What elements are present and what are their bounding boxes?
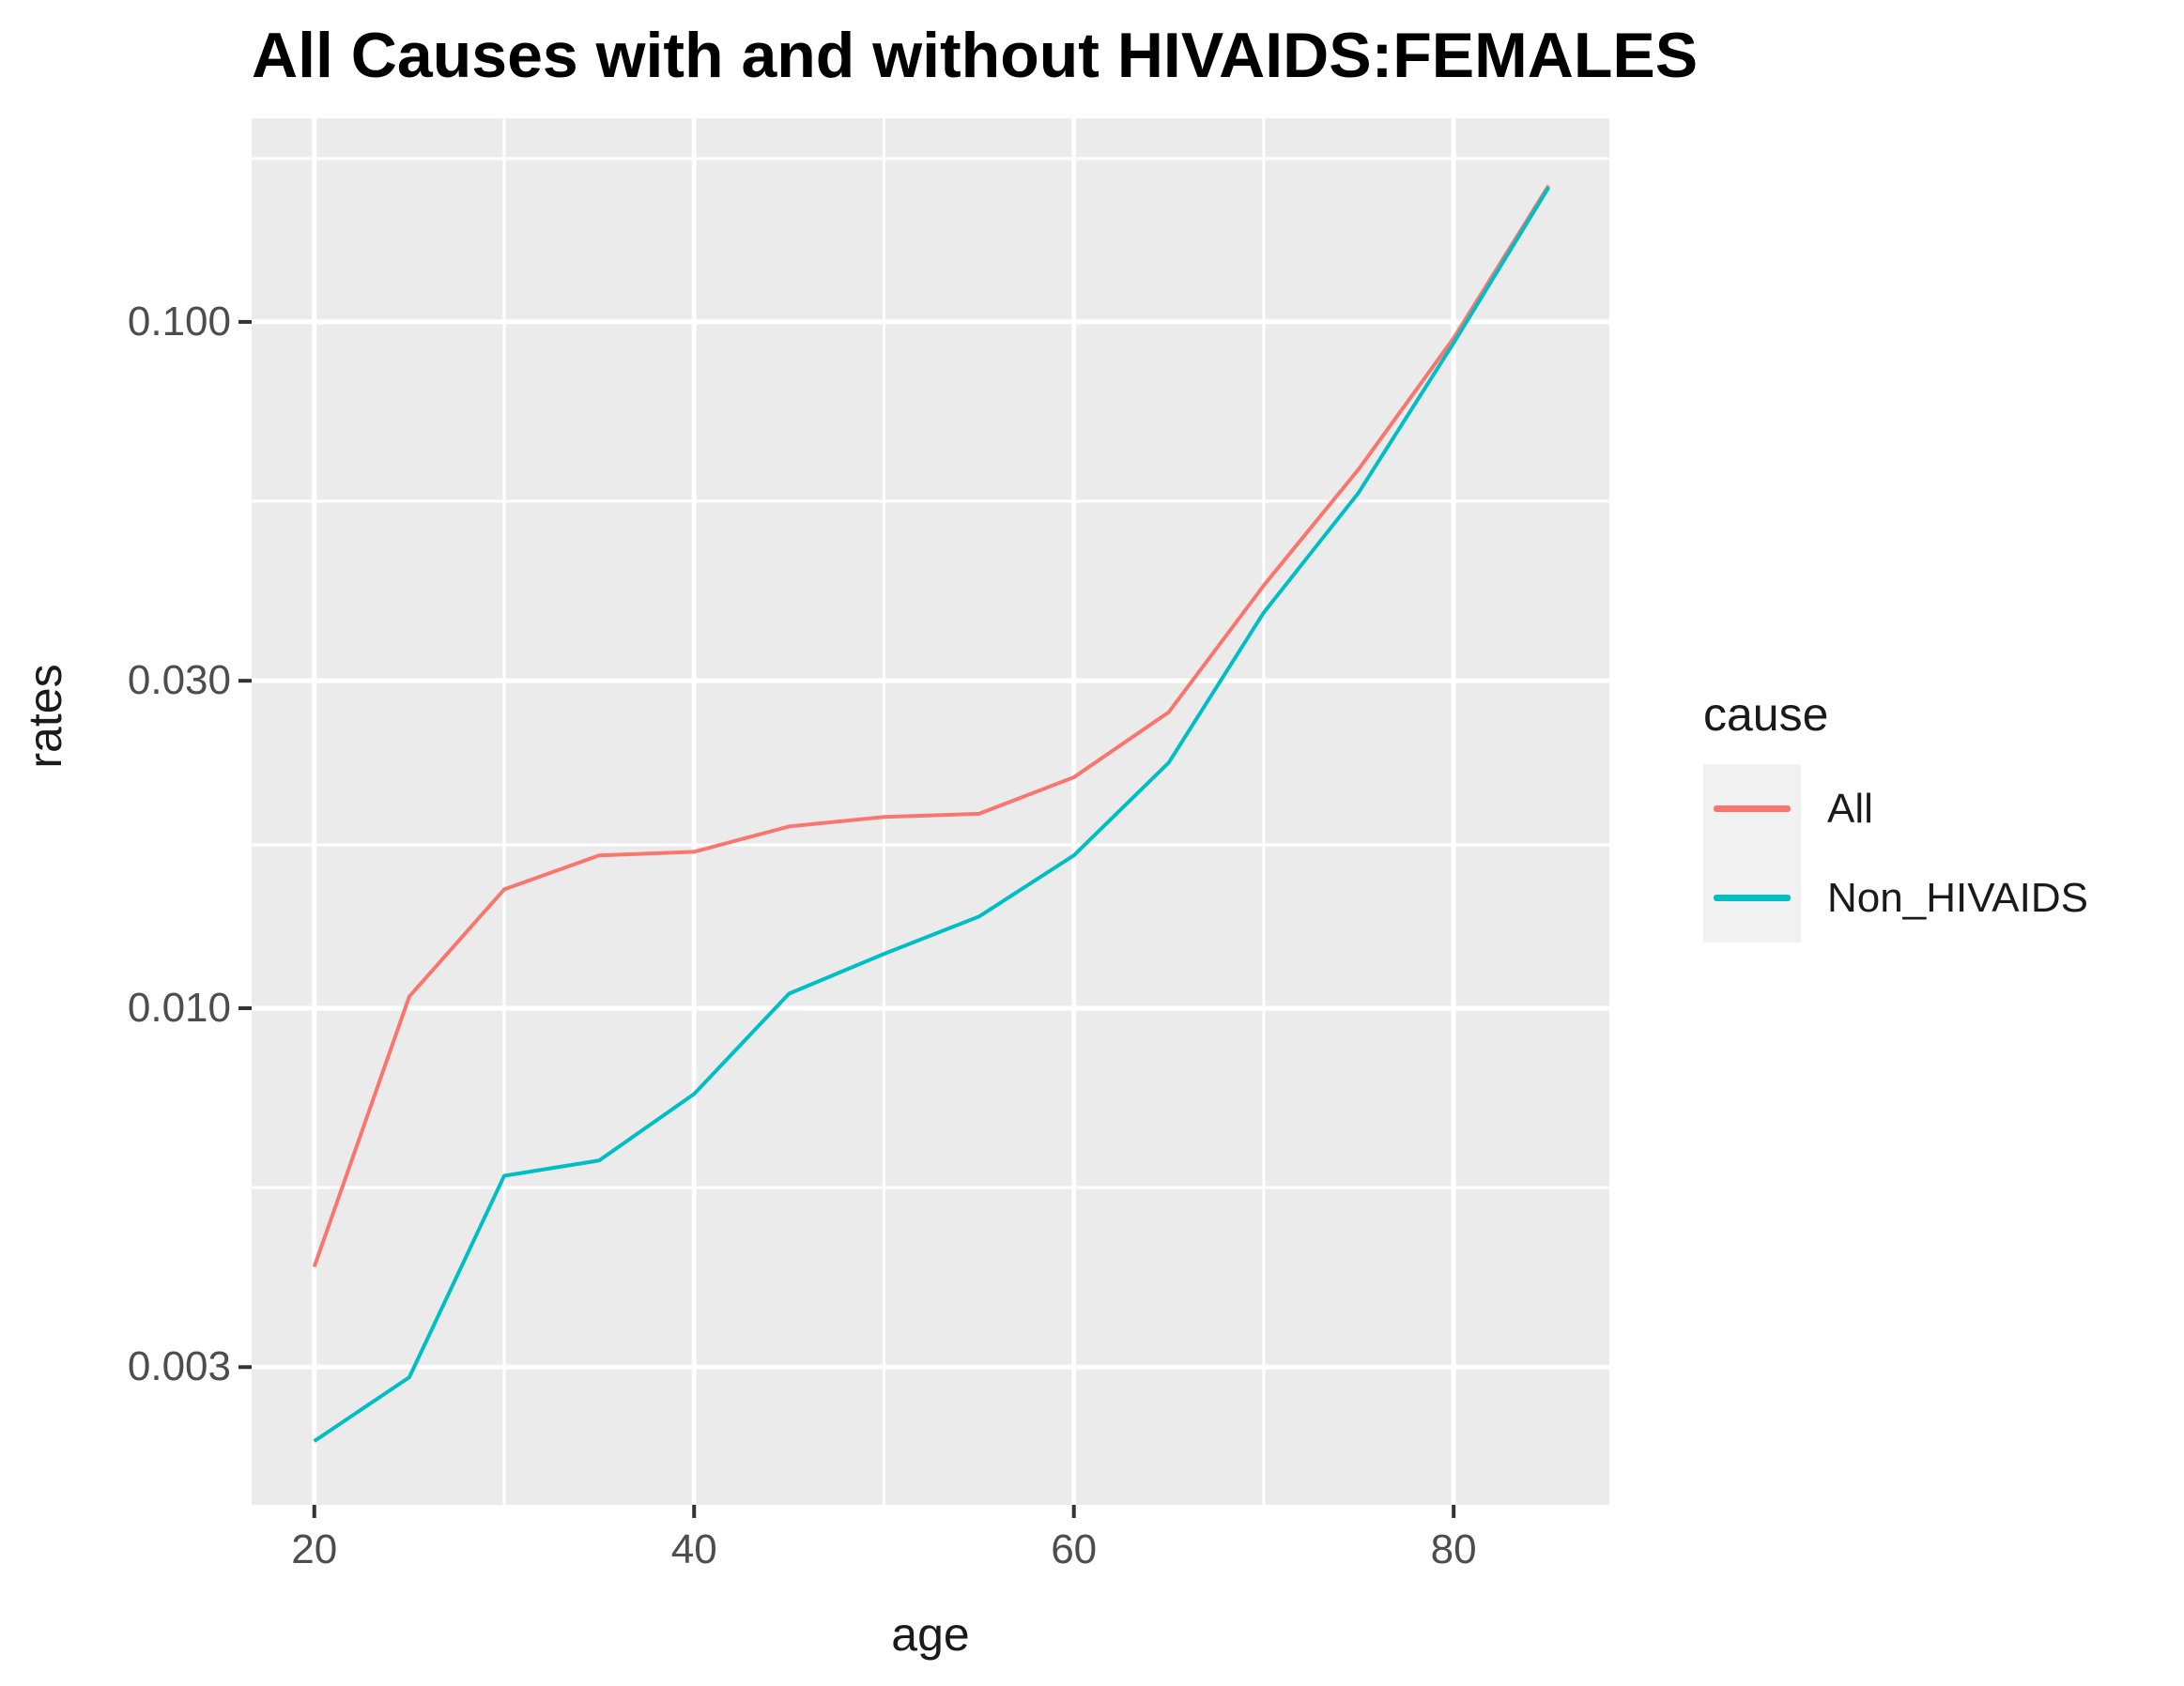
y-tick-label: 0.030 xyxy=(127,657,231,704)
x-tick-label: 60 xyxy=(1051,1526,1098,1572)
legend-entry-non_hivaids: Non_HIVAIDS xyxy=(1703,853,2184,943)
legend-key-box xyxy=(1703,764,1801,853)
series-line-all xyxy=(312,184,1550,1268)
legend-title: cause xyxy=(1703,688,1829,741)
x-tick-label: 40 xyxy=(670,1526,717,1572)
legend-entry-all: All xyxy=(1703,764,2184,853)
legend-entry-label: All xyxy=(1827,785,1873,832)
legend-key-line-all xyxy=(1714,805,1791,812)
legend-keys: All Non_HIVAIDS xyxy=(1703,764,2184,943)
panel-background xyxy=(252,118,1609,1505)
y-tick-label: 0.003 xyxy=(127,1343,231,1390)
x-axis-title: age xyxy=(891,1608,970,1661)
legend-entry-label: Non_HIVAIDS xyxy=(1827,874,2088,921)
x-tick-label: 80 xyxy=(1430,1526,1477,1572)
chart-title: All Causes with and without HIVAIDS:FEMA… xyxy=(252,20,1699,91)
series-line-non_hivaids xyxy=(313,186,1551,1443)
legend: cause All Non_HIVAIDS xyxy=(1703,687,2184,943)
legend-key-box xyxy=(1703,853,1801,943)
y-tick-label: 0.100 xyxy=(127,298,231,345)
x-tick-label: 20 xyxy=(291,1526,338,1572)
y-axis-title: rates xyxy=(19,664,71,769)
y-tick-label: 0.010 xyxy=(127,985,231,1031)
legend-key-line-non_hivaids xyxy=(1714,895,1791,901)
